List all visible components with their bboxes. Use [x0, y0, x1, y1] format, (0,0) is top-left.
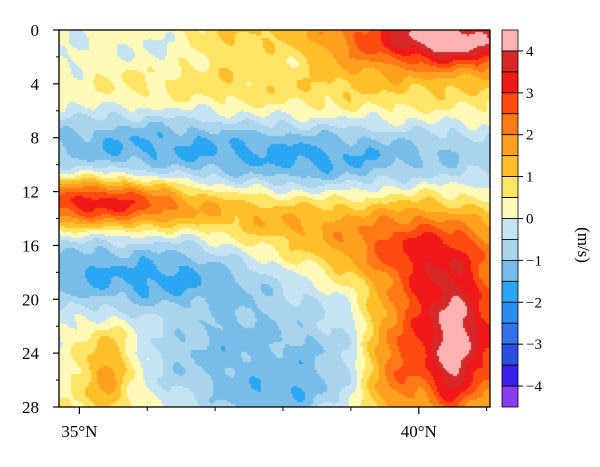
- colorbar-tick-label: 1: [526, 170, 534, 186]
- colorbar-tick-label: −3: [526, 337, 542, 353]
- contour-field: [59, 30, 490, 407]
- colorbar-tick-label: −1: [526, 253, 542, 269]
- colorbar-swatch: [501, 29, 519, 52]
- y-tick-label: 20: [22, 290, 39, 309]
- colorbar-swatch: [501, 134, 519, 157]
- colorbar-swatch: [501, 50, 519, 73]
- colorbar-tick-label: 3: [526, 86, 534, 102]
- colorbar-tick-label: −4: [526, 379, 542, 395]
- colorbar-swatch: [501, 197, 519, 219]
- colorbar-tick-label: 0: [526, 212, 534, 228]
- colorbar-unit-label: (m/s): [574, 227, 593, 263]
- x-tick-label: 35°N: [61, 422, 97, 441]
- colorbar-swatch: [501, 113, 519, 136]
- y-tick-label: 24: [22, 344, 40, 363]
- y-axis: 0 4 8 12 16 20 24 28: [22, 21, 59, 417]
- colorbar-tick-label: −2: [526, 295, 542, 311]
- y-tick-label: 16: [22, 236, 39, 255]
- x-axis: 35°N 40°N: [61, 407, 488, 441]
- colorbar-swatch: [501, 71, 519, 94]
- colorbar-swatch: [501, 92, 519, 115]
- y-tick-label: 8: [31, 129, 40, 148]
- y-tick-label: 28: [22, 398, 39, 417]
- y-tick-label: 0: [31, 21, 40, 40]
- y-tick-label: 4: [31, 75, 40, 94]
- plot-area: [59, 30, 490, 407]
- colorbar-tick-label: 2: [526, 128, 534, 144]
- colorbar-swatch: [501, 364, 519, 387]
- colorbar-swatch: [501, 385, 519, 408]
- x-tick-label: 40°N: [401, 422, 437, 441]
- colorbar-swatch: [501, 259, 519, 282]
- colorbar-swatch: [501, 218, 519, 240]
- colorbar-swatch: [501, 322, 519, 345]
- colorbar-tick-label: 4: [526, 44, 534, 60]
- colorbar-swatch: [501, 280, 519, 303]
- colorbar-swatch: [501, 343, 519, 366]
- colorbar-swatch: [501, 176, 519, 198]
- y-tick-label: 12: [22, 183, 39, 202]
- colorbar-swatch: [501, 239, 519, 261]
- colorbar: 4 3 2 1 0 −1 −2 −3 −4: [501, 29, 542, 408]
- colorbar-swatch: [501, 155, 519, 178]
- colorbar-swatch: [501, 301, 519, 324]
